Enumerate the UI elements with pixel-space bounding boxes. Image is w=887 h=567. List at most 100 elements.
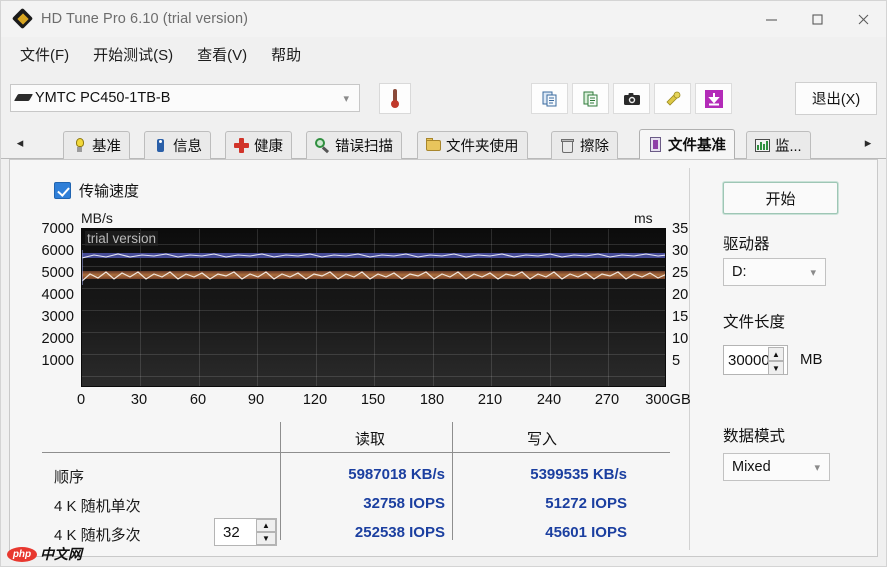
y2-tick-35: 35 — [672, 221, 689, 237]
minimize-icon[interactable] — [748, 1, 794, 37]
table-header-rule — [42, 452, 670, 453]
info-icon — [153, 138, 168, 153]
y-tick-5000: 5000 — [41, 265, 74, 281]
x-tick-30: 30 — [130, 392, 148, 408]
stepper-up-icon[interactable]: ▲ — [768, 347, 784, 361]
tab-folder-usage[interactable]: 文件夹使用 — [417, 131, 528, 159]
tab-file-benchmark[interactable]: 文件基准 — [639, 129, 735, 159]
tab-error-scan[interactable]: 错误扫描 — [306, 131, 402, 159]
chart-traces — [82, 250, 665, 285]
write-trace-band — [82, 271, 665, 279]
chart-plot-area: trial version — [81, 228, 666, 387]
chevron-down-icon: ▾ — [814, 462, 820, 474]
row-label-4k-random: 4 K 随机单次 — [54, 498, 141, 515]
tab-label: 监... — [775, 139, 802, 155]
tab-benchmark[interactable]: 基准 — [63, 131, 130, 159]
x-tick-300: 300GB — [645, 392, 691, 408]
data-mode-label: 数据模式 — [723, 428, 786, 445]
copy-button[interactable] — [531, 83, 568, 114]
value-4k-random-read: 32758 IOPS — [363, 495, 445, 512]
trash-icon — [560, 138, 575, 153]
menu-start[interactable]: 开始测试(S) — [93, 46, 174, 64]
y2-tick-10: 10 — [672, 331, 689, 347]
queue-depth-value: 32 — [223, 523, 240, 541]
transfer-rate-label: 传输速度 — [79, 183, 140, 200]
value-4k-random-write: 51272 IOPS — [545, 495, 627, 512]
window-controls — [748, 1, 886, 37]
y-tick-4000: 4000 — [41, 287, 74, 303]
menu-file[interactable]: 文件(F) — [20, 46, 70, 64]
transfer-rate-checkbox[interactable]: 传输速度 — [54, 180, 139, 201]
queue-depth-stepper[interactable]: 32 ▲ ▼ — [214, 518, 277, 546]
x-tick-120: 120 — [302, 392, 328, 408]
tab-label: 擦除 — [580, 139, 609, 155]
x-tick-0: 0 — [76, 392, 86, 408]
window-title: HD Tune Pro 6.10 (trial version) — [41, 11, 249, 27]
temperature-indicator[interactable] — [379, 83, 411, 114]
stepper-up-icon[interactable]: ▲ — [256, 519, 276, 532]
download-button[interactable] — [695, 83, 732, 114]
php-watermark-text: 中文网 — [40, 546, 82, 562]
trial-watermark: trial version — [85, 231, 159, 246]
x-tick-60: 60 — [189, 392, 207, 408]
value-sequential-write: 5399535 KB/s — [530, 466, 627, 483]
toolbar: YMTC PC450-1TB-B ▾ 28°C — [1, 73, 886, 184]
screenshot-button[interactable] — [613, 83, 650, 114]
file-length-value: 300000 — [728, 351, 779, 369]
x-tick-270: 270 — [594, 392, 620, 408]
drive-select[interactable]: YMTC PC450-1TB-B ▾ — [10, 84, 360, 112]
y2-tick-5: 5 — [672, 353, 681, 369]
y-axis-unit: MB/s — [81, 210, 113, 226]
read-trace-band — [82, 253, 665, 258]
menu-help[interactable]: 帮助 — [271, 46, 302, 64]
tab-scroll-left-icon[interactable]: ◂ — [16, 135, 24, 150]
drive-letter-value: D: — [732, 264, 747, 280]
thermometer-icon — [391, 89, 399, 108]
lightbulb-icon — [72, 138, 87, 153]
tab-label: 健康 — [254, 139, 283, 155]
value-sequential-read: 5987018 KB/s — [348, 466, 445, 483]
stepper-down-icon[interactable]: ▼ — [768, 361, 784, 375]
tab-health[interactable]: 健康 — [225, 131, 292, 159]
tab-bar: ◂ 基准 信息 健康 错误扫描 文件夹使用 擦除 文件基准 — [1, 127, 886, 159]
tools-button[interactable] — [654, 83, 691, 114]
chevron-down-icon: ▾ — [343, 93, 349, 105]
close-icon[interactable] — [840, 1, 886, 37]
data-mode-select[interactable]: Mixed ▾ — [723, 453, 830, 481]
start-button[interactable]: 开始 — [723, 182, 838, 214]
tab-label: 基准 — [92, 139, 121, 155]
value-4k-multi-read: 252538 IOPS — [354, 524, 445, 541]
file-benchmark-panel: 传输速度 MB/s ms 7000 6000 5000 4000 3000 20… — [9, 159, 878, 557]
magnifier-icon — [315, 138, 330, 153]
table-divider-2 — [452, 422, 453, 540]
drive-letter-select[interactable]: D: ▾ — [723, 258, 826, 286]
file-length-stepper[interactable]: 300000 ▲ ▼ — [723, 345, 788, 375]
y2-axis-unit: ms — [634, 210, 653, 226]
monitor-icon — [755, 138, 770, 153]
y-tick-2000: 2000 — [41, 331, 74, 347]
folder-icon — [426, 138, 441, 153]
php-badge: php — [7, 546, 37, 562]
chevron-down-icon: ▾ — [810, 267, 816, 279]
disk-icon — [13, 91, 34, 105]
php-watermark: php 中文网 — [7, 544, 82, 564]
value-4k-multi-write: 45601 IOPS — [545, 524, 627, 541]
tab-monitor[interactable]: 监... — [746, 131, 811, 159]
y-tick-1000: 1000 — [41, 353, 74, 369]
results-table: 读取 写入 顺序 4 K 随机单次 4 K 随机多次 5987018 KB/s … — [42, 422, 670, 552]
tab-info[interactable]: 信息 — [144, 131, 211, 159]
copy-all-button[interactable] — [572, 83, 609, 114]
copy-icon — [542, 91, 556, 106]
tab-scroll-right-icon[interactable]: ▸ — [864, 135, 872, 150]
x-tick-150: 150 — [360, 392, 386, 408]
stepper-down-icon[interactable]: ▼ — [256, 532, 276, 545]
maximize-icon[interactable] — [794, 1, 840, 37]
exit-button[interactable]: 退出(X) — [795, 82, 877, 115]
y-tick-3000: 3000 — [41, 309, 74, 325]
tools-icon — [665, 91, 680, 106]
file-length-label: 文件长度 — [723, 314, 786, 331]
col-header-write: 写入 — [526, 431, 557, 448]
menu-view[interactable]: 查看(V) — [197, 46, 248, 64]
tab-erase[interactable]: 擦除 — [551, 131, 618, 159]
